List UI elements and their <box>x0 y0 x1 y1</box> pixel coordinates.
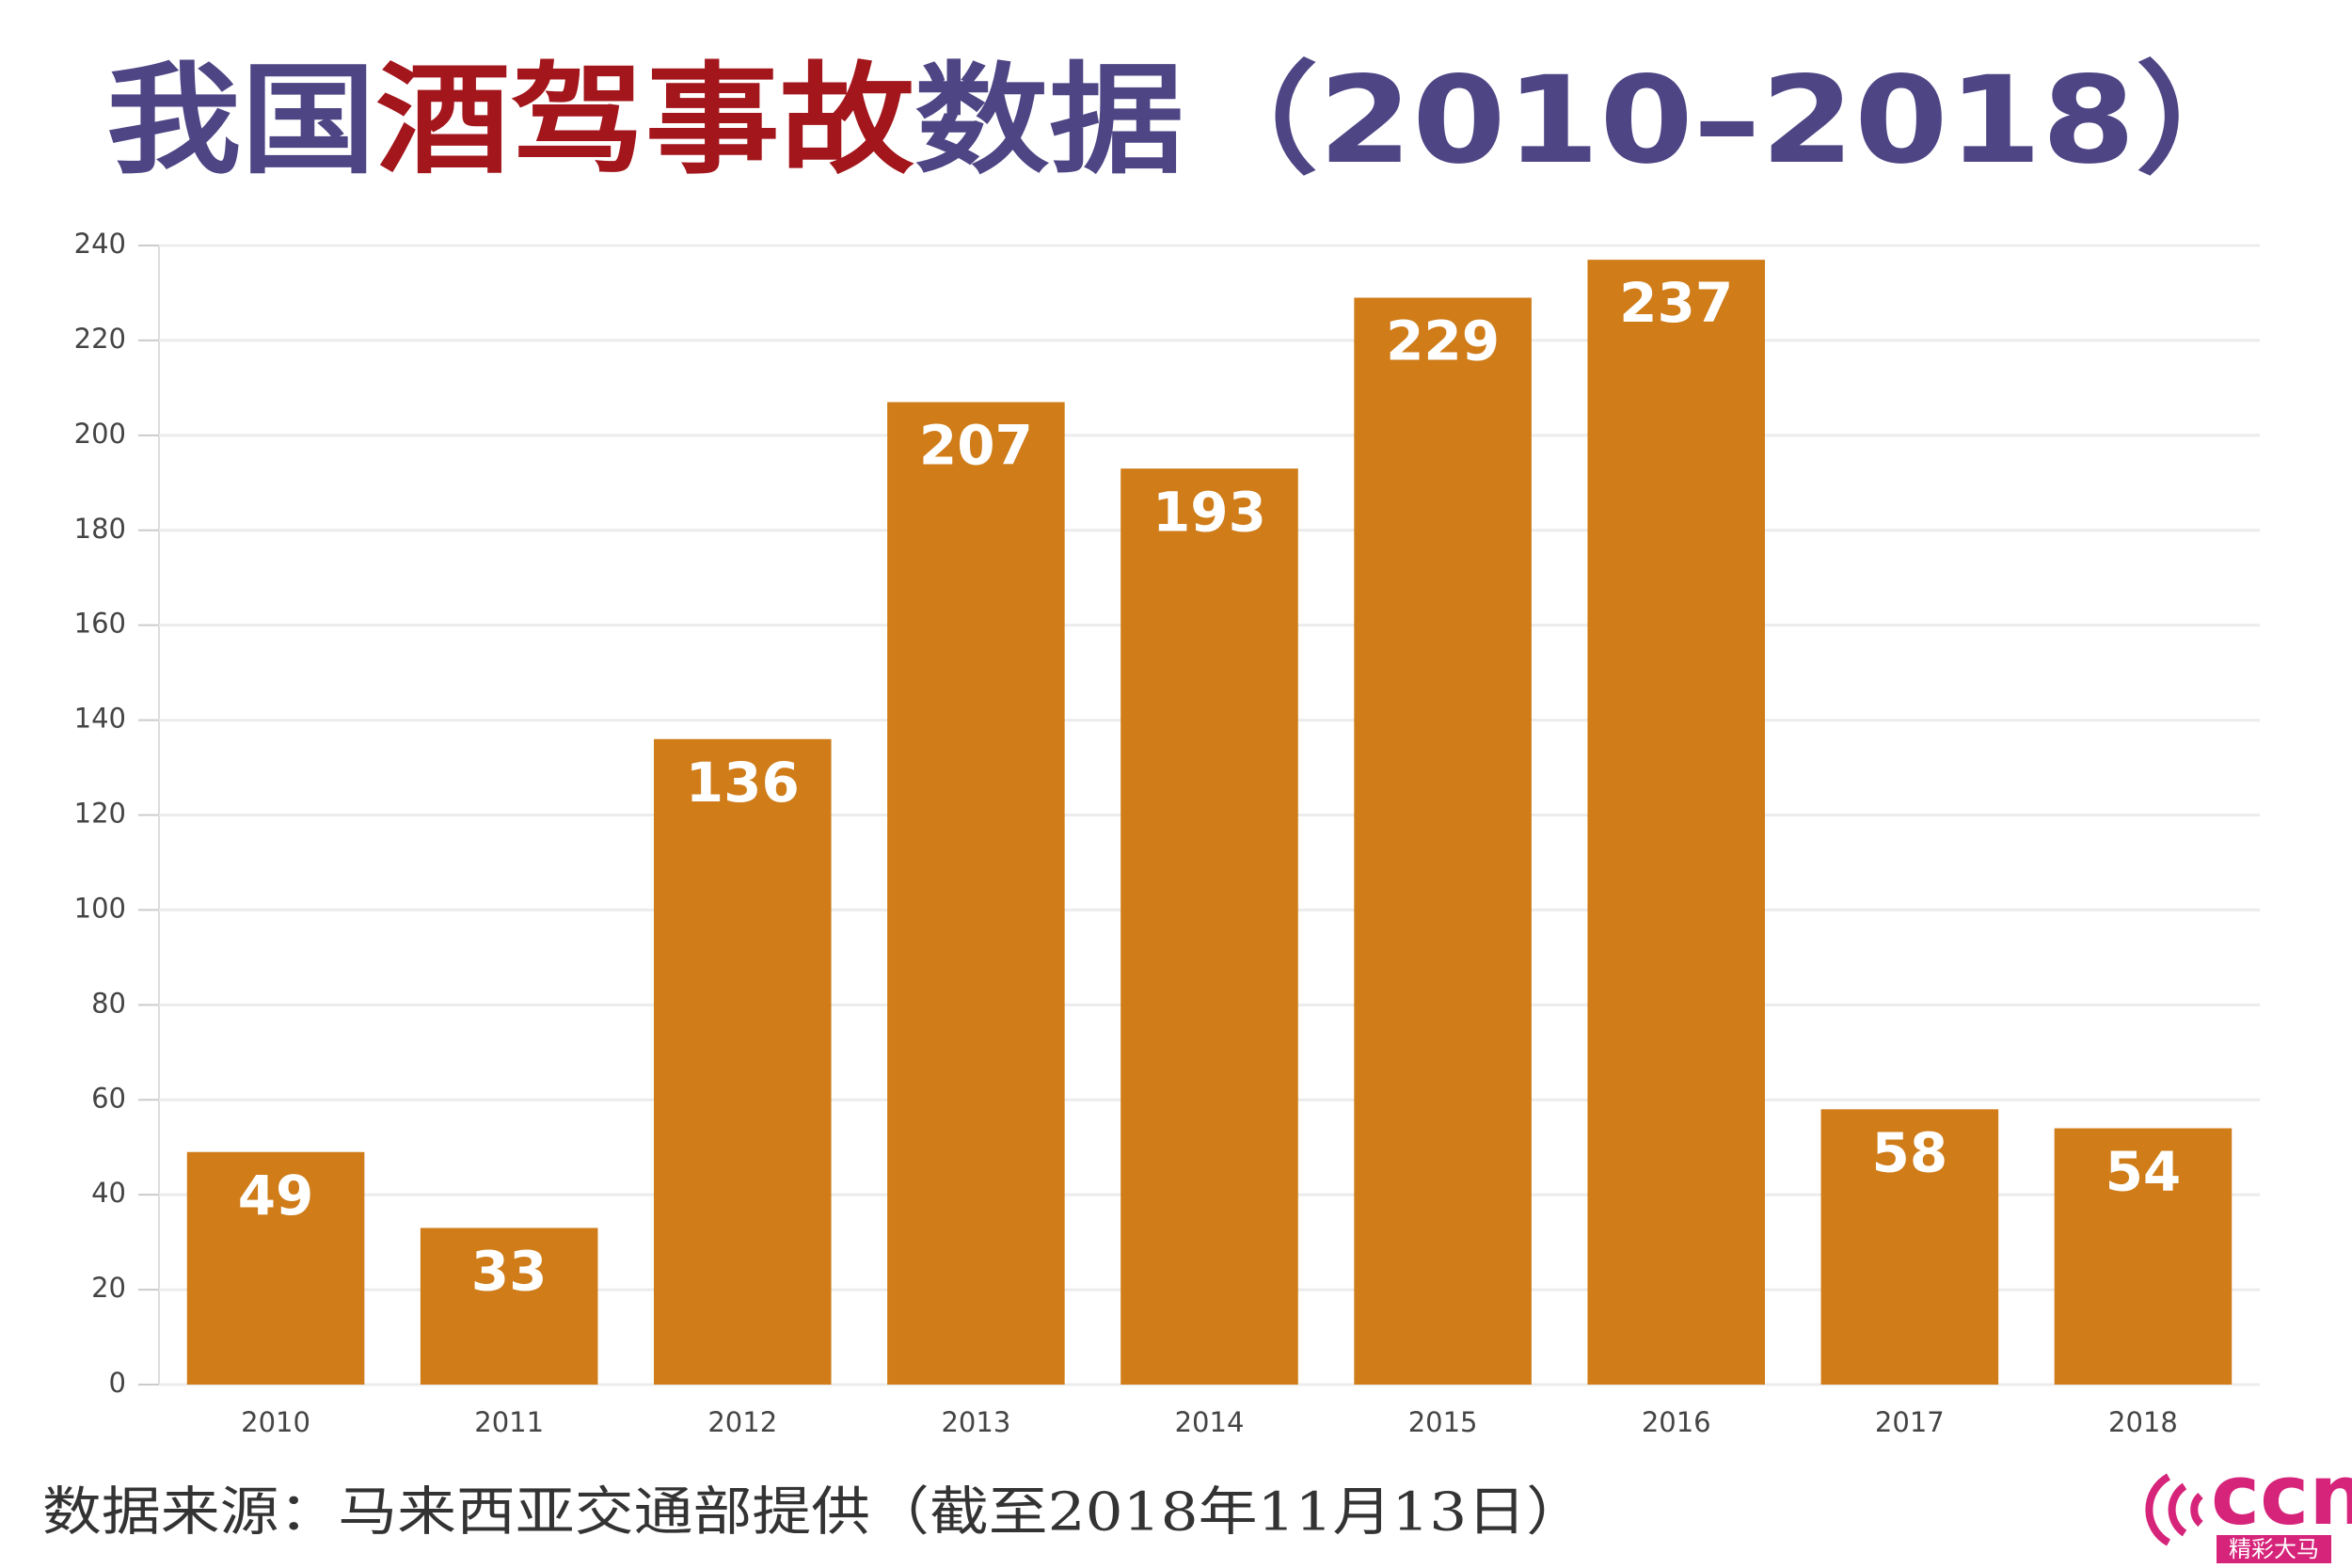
value-label: 49 <box>238 1164 314 1227</box>
logo-tagline: 精彩大马 <box>2229 1536 2319 1562</box>
value-label: 58 <box>1871 1120 1947 1184</box>
chart-title: 我国 酒驾事故 数据（2010–2018） <box>106 51 2270 191</box>
value-label: 207 <box>919 414 1033 478</box>
x-tick-label: 2016 <box>1642 1406 1711 1438</box>
bar <box>1587 260 1766 1386</box>
logo: ccn 精彩大马 <box>2145 1447 2352 1563</box>
y-tick-label: 200 <box>74 418 126 450</box>
y-tick-label: 40 <box>91 1177 126 1209</box>
bar <box>2054 1128 2233 1385</box>
logo-tag-bg <box>2217 1535 2331 1563</box>
title-part: 酒驾事故 <box>375 51 914 191</box>
logo-arc <box>2145 1473 2171 1546</box>
y-tick-label: 80 <box>91 987 126 1019</box>
y-tick-label: 100 <box>74 892 126 924</box>
value-label: 33 <box>471 1240 548 1304</box>
logo-arc <box>2190 1493 2203 1527</box>
y-tick-label: 240 <box>74 228 126 260</box>
y-tick-label: 0 <box>109 1367 126 1399</box>
x-tick-label: 2017 <box>1875 1406 1945 1438</box>
x-tick-label: 2014 <box>1175 1406 1245 1438</box>
x-tick-label: 2013 <box>941 1406 1010 1438</box>
x-tick-label: 2010 <box>241 1406 310 1438</box>
value-label: 237 <box>1619 271 1733 335</box>
bar <box>1820 1109 1999 1385</box>
x-tick-label: 2012 <box>707 1406 777 1438</box>
y-tick-label: 140 <box>74 703 126 735</box>
bar <box>887 402 1065 1386</box>
logo-name: ccn <box>2211 1447 2352 1544</box>
title-part: 数据（2010–2018） <box>914 51 2270 191</box>
y-tick-label: 120 <box>74 798 126 830</box>
value-label: 193 <box>1152 480 1266 544</box>
y-tick-label: 60 <box>91 1082 126 1114</box>
x-tick-label: 2018 <box>2108 1406 2178 1438</box>
source-note: 数据来源：马来西亚交通部提供（截至2018年11月13日） <box>42 1482 1585 1544</box>
bar <box>186 1151 365 1385</box>
y-tick-label: 160 <box>74 608 126 640</box>
y-tick-label: 220 <box>74 323 126 355</box>
x-tick-label: 2015 <box>1408 1406 1478 1438</box>
value-label: 54 <box>2106 1140 2182 1204</box>
y-tick-label: 20 <box>91 1272 126 1304</box>
bar <box>1120 468 1298 1385</box>
bar <box>420 1227 598 1385</box>
x-tick-label: 2011 <box>474 1406 544 1438</box>
y-tick-label: 180 <box>74 513 126 545</box>
value-label: 136 <box>686 751 800 815</box>
value-label: 229 <box>1386 309 1500 373</box>
logo-arc <box>2168 1482 2187 1537</box>
title-part: 我国 <box>106 51 375 191</box>
bar <box>653 738 832 1385</box>
bar <box>1354 297 1532 1386</box>
